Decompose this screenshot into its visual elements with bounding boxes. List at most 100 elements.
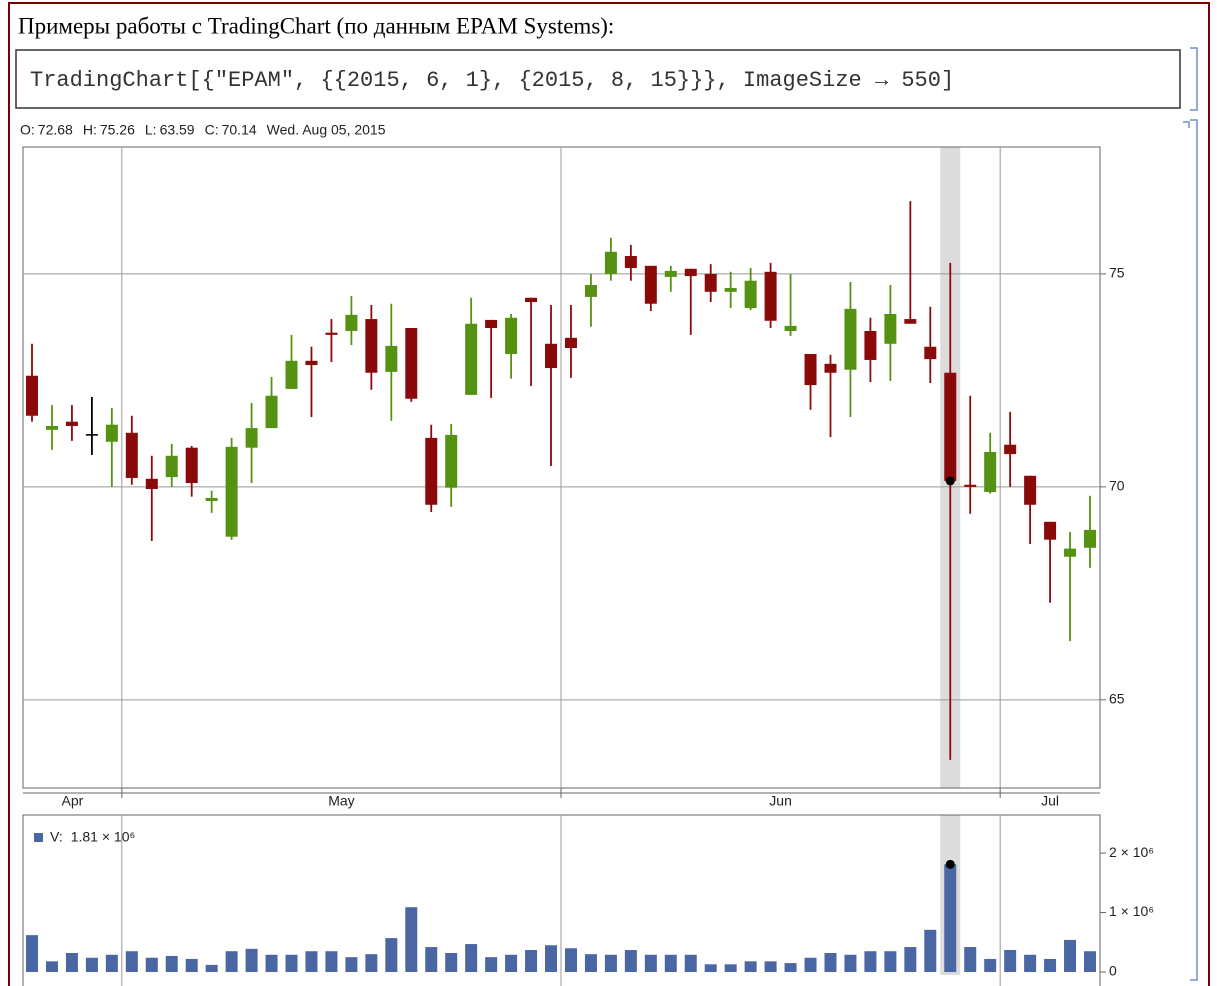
- volume-bar: [165, 955, 178, 973]
- readout-date: Wed. Aug 05, 2015: [267, 122, 386, 138]
- section-title: Примеры работы с TradingChart (по данным…: [18, 13, 614, 38]
- readout-label: O:: [20, 122, 35, 138]
- candle-body: [545, 343, 558, 369]
- volume-bar: [664, 954, 677, 973]
- readout-value: 72.68: [38, 122, 73, 138]
- volume-bar: [245, 948, 258, 973]
- volume-bar: [904, 947, 917, 973]
- volume-bar: [1024, 954, 1037, 973]
- volume-bar: [604, 954, 617, 973]
- candle-body: [165, 455, 178, 478]
- volume-bar: [325, 951, 338, 973]
- volume-bar: [445, 952, 458, 973]
- candle-body: [624, 256, 637, 268]
- candle-body: [345, 314, 358, 331]
- volume-bar: [984, 958, 997, 973]
- volume-bar: [844, 954, 857, 973]
- candle-body: [245, 428, 258, 448]
- y-tick-label: 1 × 10⁶: [1109, 903, 1154, 919]
- y-tick-label: 0: [1109, 963, 1117, 979]
- legend-swatch: [34, 833, 43, 842]
- candle-body: [465, 323, 478, 395]
- candle-body: [904, 319, 917, 324]
- candle-body: [365, 319, 378, 373]
- candle-body: [884, 313, 897, 344]
- candle-body: [285, 360, 298, 389]
- input-cell[interactable]: [15, 49, 1181, 109]
- candle-body: [445, 434, 458, 488]
- readout-label: C:: [205, 122, 219, 138]
- readout-value: 70.14: [222, 122, 257, 138]
- volume-bar: [1084, 951, 1096, 973]
- volume-bar: [225, 951, 238, 973]
- volume-bar: [884, 951, 897, 973]
- candle-body: [85, 434, 98, 436]
- volume-bar: [804, 957, 817, 973]
- cell-brackets[interactable]: [1183, 47, 1198, 981]
- volume-bar: [105, 954, 118, 973]
- volume-bar: [564, 948, 577, 973]
- readout-label: H:: [83, 122, 97, 138]
- volume-bar: [265, 954, 278, 973]
- candle-body: [824, 363, 837, 373]
- candle-body: [125, 432, 138, 478]
- candle-body: [644, 265, 657, 304]
- candle-body: [145, 478, 158, 490]
- volume-bar: [724, 964, 737, 973]
- volume-bar: [525, 950, 538, 973]
- candle-body: [724, 287, 737, 292]
- candle-body: [704, 273, 717, 292]
- volume-bar: [85, 957, 98, 973]
- volume-bar: [944, 864, 957, 973]
- candle-body: [604, 251, 617, 274]
- candle-body: [265, 395, 278, 429]
- candle-body: [105, 424, 118, 442]
- volume-bar: [205, 964, 218, 973]
- volume-bar: [26, 935, 38, 973]
- candle-body: [325, 332, 338, 335]
- volume-bar: [824, 952, 837, 973]
- candle-body: [385, 345, 398, 372]
- readout-label: L:: [145, 122, 157, 138]
- volume-bar: [545, 945, 558, 973]
- candle-body: [505, 317, 518, 354]
- x-tick-label: Apr: [62, 793, 84, 809]
- y-tick-label: 65: [1109, 691, 1125, 707]
- volume-bar: [644, 954, 657, 973]
- volume-bar: [964, 947, 977, 973]
- window-frame: [8, 2, 1210, 986]
- candle-body: [764, 271, 777, 321]
- candle-body: [864, 330, 877, 360]
- candle-body: [584, 284, 597, 297]
- volume-bar: [744, 961, 757, 973]
- trading-chart: O: 72.68 H: 75.26 L: 63.59 C: 70.14 Wed. Aug 05,…: [20, 122, 1154, 986]
- y-tick-label: 70: [1109, 478, 1125, 494]
- x-tick-label: May: [328, 793, 354, 809]
- y-tick-label: 2 × 10⁶: [1109, 844, 1154, 860]
- readout-value: 63.59: [160, 122, 195, 138]
- candle-body: [844, 308, 857, 370]
- volume-bar: [385, 938, 398, 973]
- candle-body: [664, 270, 677, 277]
- cursor-dot: [945, 476, 955, 486]
- volume-bar: [624, 950, 637, 973]
- input-code: TradingChart[{"EPAM", {{2015, 6, 1}, {20…: [30, 68, 954, 93]
- volume-bar: [125, 951, 138, 973]
- volume-bar: [465, 944, 478, 973]
- candle-body: [485, 319, 498, 329]
- candle-body: [185, 447, 198, 484]
- candle-body: [804, 353, 817, 386]
- y-tick-label: 75: [1109, 265, 1125, 281]
- candle-body: [525, 297, 538, 303]
- candle-body: [944, 372, 957, 481]
- readout-value: 75.26: [100, 122, 135, 138]
- candle-body: [784, 325, 797, 331]
- volume-bar: [485, 957, 498, 973]
- volume-bar: [65, 952, 78, 973]
- volume-bar: [924, 929, 937, 973]
- candle-body: [45, 425, 58, 430]
- candle-body: [1004, 444, 1017, 455]
- cursor-dot: [945, 859, 955, 869]
- candle-body: [425, 437, 438, 505]
- candle-body: [964, 484, 977, 487]
